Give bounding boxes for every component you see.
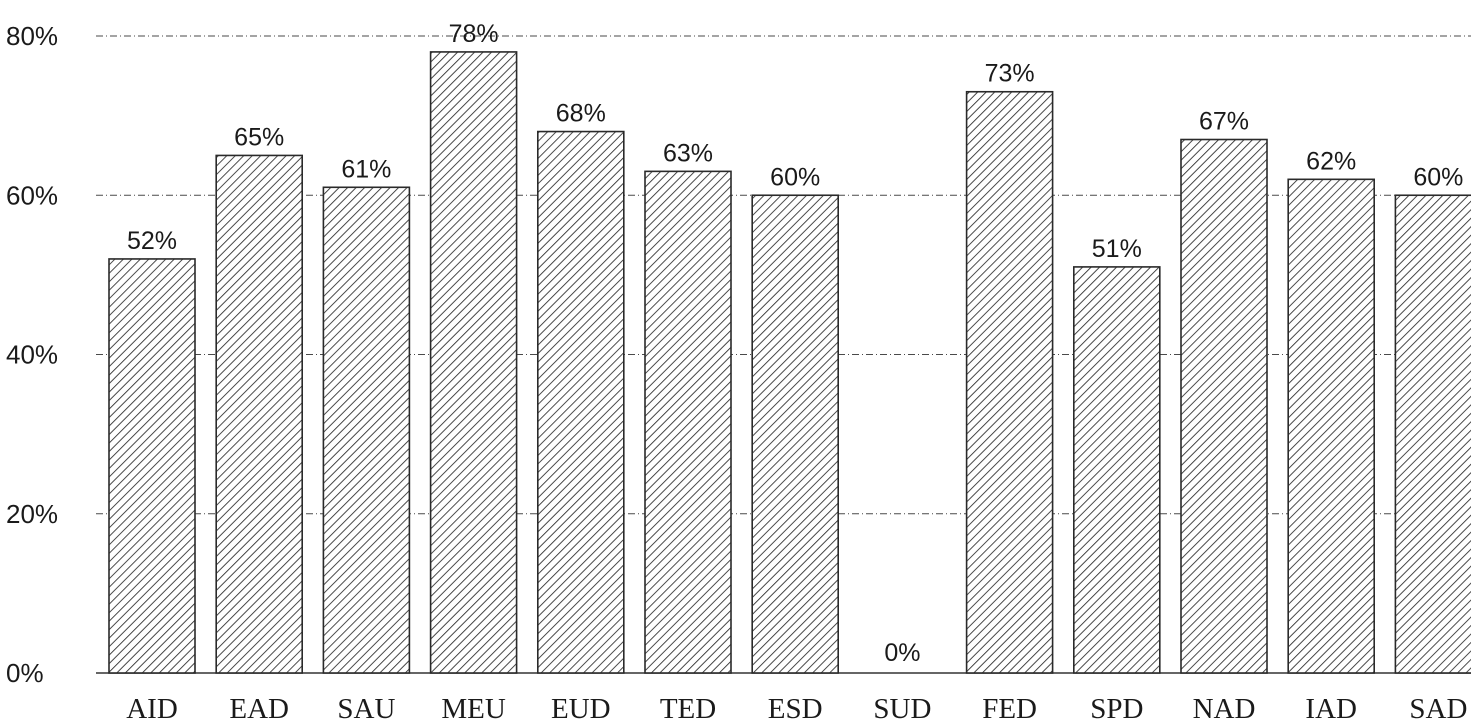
data-label-eud: 68% [556,100,606,128]
data-label-aid: 52% [127,227,177,255]
x-category-label-aid: AID [126,693,178,725]
bar-meu [429,51,518,674]
y-tick-label: 0% [6,658,44,688]
x-category-label-spd: SPD [1090,693,1143,725]
bar-ted [644,170,732,674]
bar-fed [965,90,1054,674]
x-category-label-iad: IAD [1305,693,1357,725]
x-category-label-eud: EUD [551,693,611,725]
y-axis-ticks: 0% 20% 40% 60% 80% [6,21,58,688]
bar-esd [751,194,840,674]
data-label-spd: 51% [1092,235,1142,263]
data-label-meu: 78% [449,20,499,48]
data-label-sud: 0% [884,639,920,667]
y-tick-label: 60% [6,180,58,210]
bar-aid [108,258,196,674]
bar-sad [1394,194,1471,674]
y-tick-label: 20% [6,499,58,529]
x-axis-categories: AID EAD SAU MEU EUD TED ESD SUD FED SPD NAD IAD SAD [126,693,1467,725]
x-category-label-sud: SUD [873,693,931,725]
y-tick-label: 40% [6,340,58,370]
x-category-label-ead: EAD [229,693,289,725]
data-labels: 52% 65% 61% 78% 68% 63% 60% 0% 73% 51% 67% 62% 60% [127,20,1463,667]
data-label-ead: 65% [234,123,284,151]
data-label-ted: 63% [663,139,713,167]
data-label-esd: 60% [770,163,820,191]
data-label-iad: 62% [1306,147,1356,175]
bar-iad [1287,178,1375,674]
bar-sau [322,186,411,674]
bar-spd [1073,266,1161,674]
y-tick-label: 80% [6,21,58,51]
data-label-sad: 60% [1413,163,1463,191]
bar-nad [1180,138,1268,674]
data-label-sau: 61% [341,155,391,183]
x-category-label-meu: MEU [441,693,506,725]
x-category-label-fed: FED [982,693,1037,725]
x-category-label-nad: NAD [1193,693,1256,725]
x-category-label-ted: TED [660,693,716,725]
bar-eud [536,130,625,674]
x-category-label-esd: ESD [768,693,823,725]
x-category-label-sau: SAU [337,693,395,725]
bars [108,51,1471,674]
data-label-fed: 73% [985,60,1035,88]
data-label-nad: 67% [1199,108,1249,136]
bar-ead [215,154,303,674]
x-category-label-sad: SAD [1409,693,1467,725]
